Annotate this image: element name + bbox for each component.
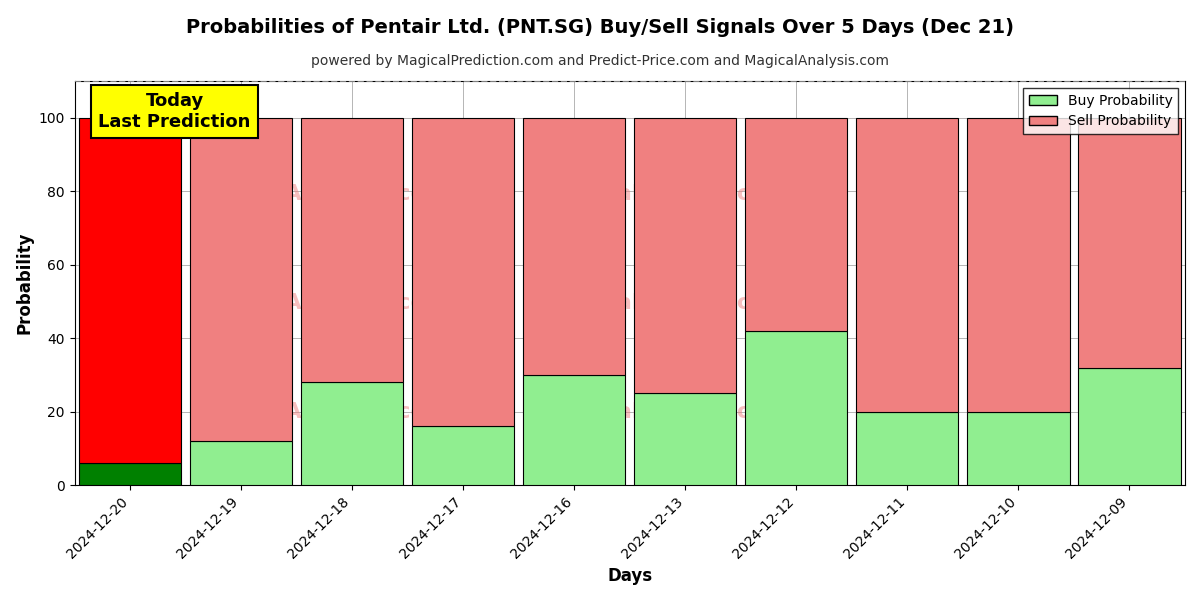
Bar	[301, 118, 403, 382]
Bar	[635, 118, 737, 394]
X-axis label: Days: Days	[607, 567, 653, 585]
Bar	[967, 118, 1069, 412]
Bar	[745, 331, 847, 485]
Legend: Buy Probability, Sell Probability: Buy Probability, Sell Probability	[1024, 88, 1178, 134]
Bar	[857, 412, 959, 485]
Text: Probabilities of Pentair Ltd. (PNT.SG) Buy/Sell Signals Over 5 Days (Dec 21): Probabilities of Pentair Ltd. (PNT.SG) B…	[186, 18, 1014, 37]
Bar	[635, 394, 737, 485]
Bar	[523, 375, 625, 485]
Bar	[79, 118, 181, 463]
Bar	[967, 412, 1069, 485]
Bar	[1079, 368, 1181, 485]
Text: MagicalAnalysis.com: MagicalAnalysis.com	[188, 293, 450, 313]
Bar	[190, 441, 293, 485]
Bar	[857, 118, 959, 412]
Text: MagicalPrediction.com: MagicalPrediction.com	[542, 184, 828, 204]
Text: Today
Last Prediction: Today Last Prediction	[98, 92, 251, 131]
Bar	[412, 118, 515, 427]
Bar	[412, 427, 515, 485]
Text: MagicalAnalysis.com: MagicalAnalysis.com	[188, 184, 450, 204]
Bar	[523, 118, 625, 375]
Text: powered by MagicalPrediction.com and Predict-Price.com and MagicalAnalysis.com: powered by MagicalPrediction.com and Pre…	[311, 54, 889, 68]
Y-axis label: Probability: Probability	[16, 232, 34, 334]
Text: MagicalPrediction.com: MagicalPrediction.com	[542, 403, 828, 422]
Text: MagicalPrediction.com: MagicalPrediction.com	[542, 293, 828, 313]
Bar	[79, 463, 181, 485]
Bar	[745, 118, 847, 331]
Bar	[301, 382, 403, 485]
Bar	[1079, 118, 1181, 368]
Bar	[190, 118, 293, 441]
Text: MagicalAnalysis.com: MagicalAnalysis.com	[188, 403, 450, 422]
